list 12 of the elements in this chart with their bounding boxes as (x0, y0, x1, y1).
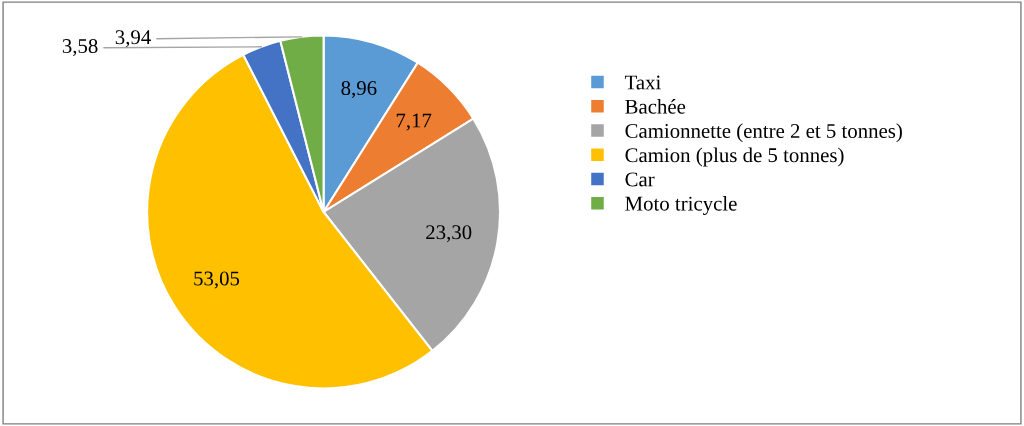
data-label: 53,05 (194, 271, 240, 289)
data-label: 3,58 (62, 38, 98, 57)
data-label: 8,96 (341, 81, 377, 99)
legend-label: Moto tricycle (625, 196, 737, 215)
legend-label: Car (625, 172, 655, 187)
legend-label: Taxi (624, 75, 661, 90)
legend-label: Camion (plus de 5 tonnes) (625, 147, 844, 167)
data-label: 7,17 (396, 113, 432, 131)
legend-label: Bachée (625, 99, 686, 114)
data-label: 23,30 (426, 225, 472, 243)
legend-label: Camionnette (entre 2 et 5 tonnes) (625, 123, 902, 143)
data-label: 3,94 (115, 30, 151, 48)
